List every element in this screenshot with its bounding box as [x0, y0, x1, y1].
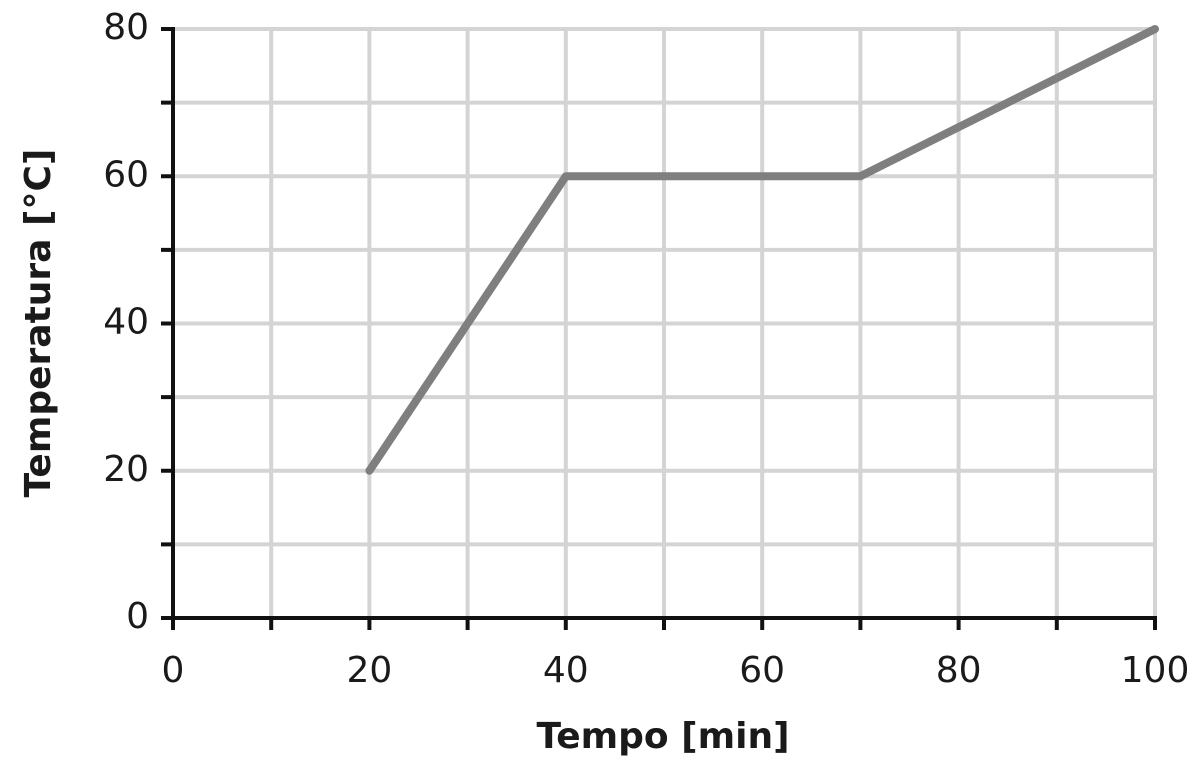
x-tick-label: 20	[346, 650, 392, 691]
y-tick-label: 0	[126, 596, 149, 637]
y-axis-title: Temperatura [°C]	[18, 149, 59, 498]
y-tick-label: 20	[103, 449, 149, 490]
x-tick-label: 60	[739, 650, 785, 691]
x-tick-label: 0	[162, 650, 185, 691]
y-tick-label: 60	[103, 154, 149, 195]
y-tick-label: 40	[103, 302, 149, 343]
x-axis-title: Tempo [min]	[536, 716, 789, 757]
x-tick-label: 40	[543, 650, 589, 691]
y-tick-label: 80	[103, 7, 149, 48]
x-tick-label: 100	[1121, 650, 1190, 691]
x-tick-label: 80	[936, 650, 982, 691]
data-line	[365, 25, 1159, 475]
